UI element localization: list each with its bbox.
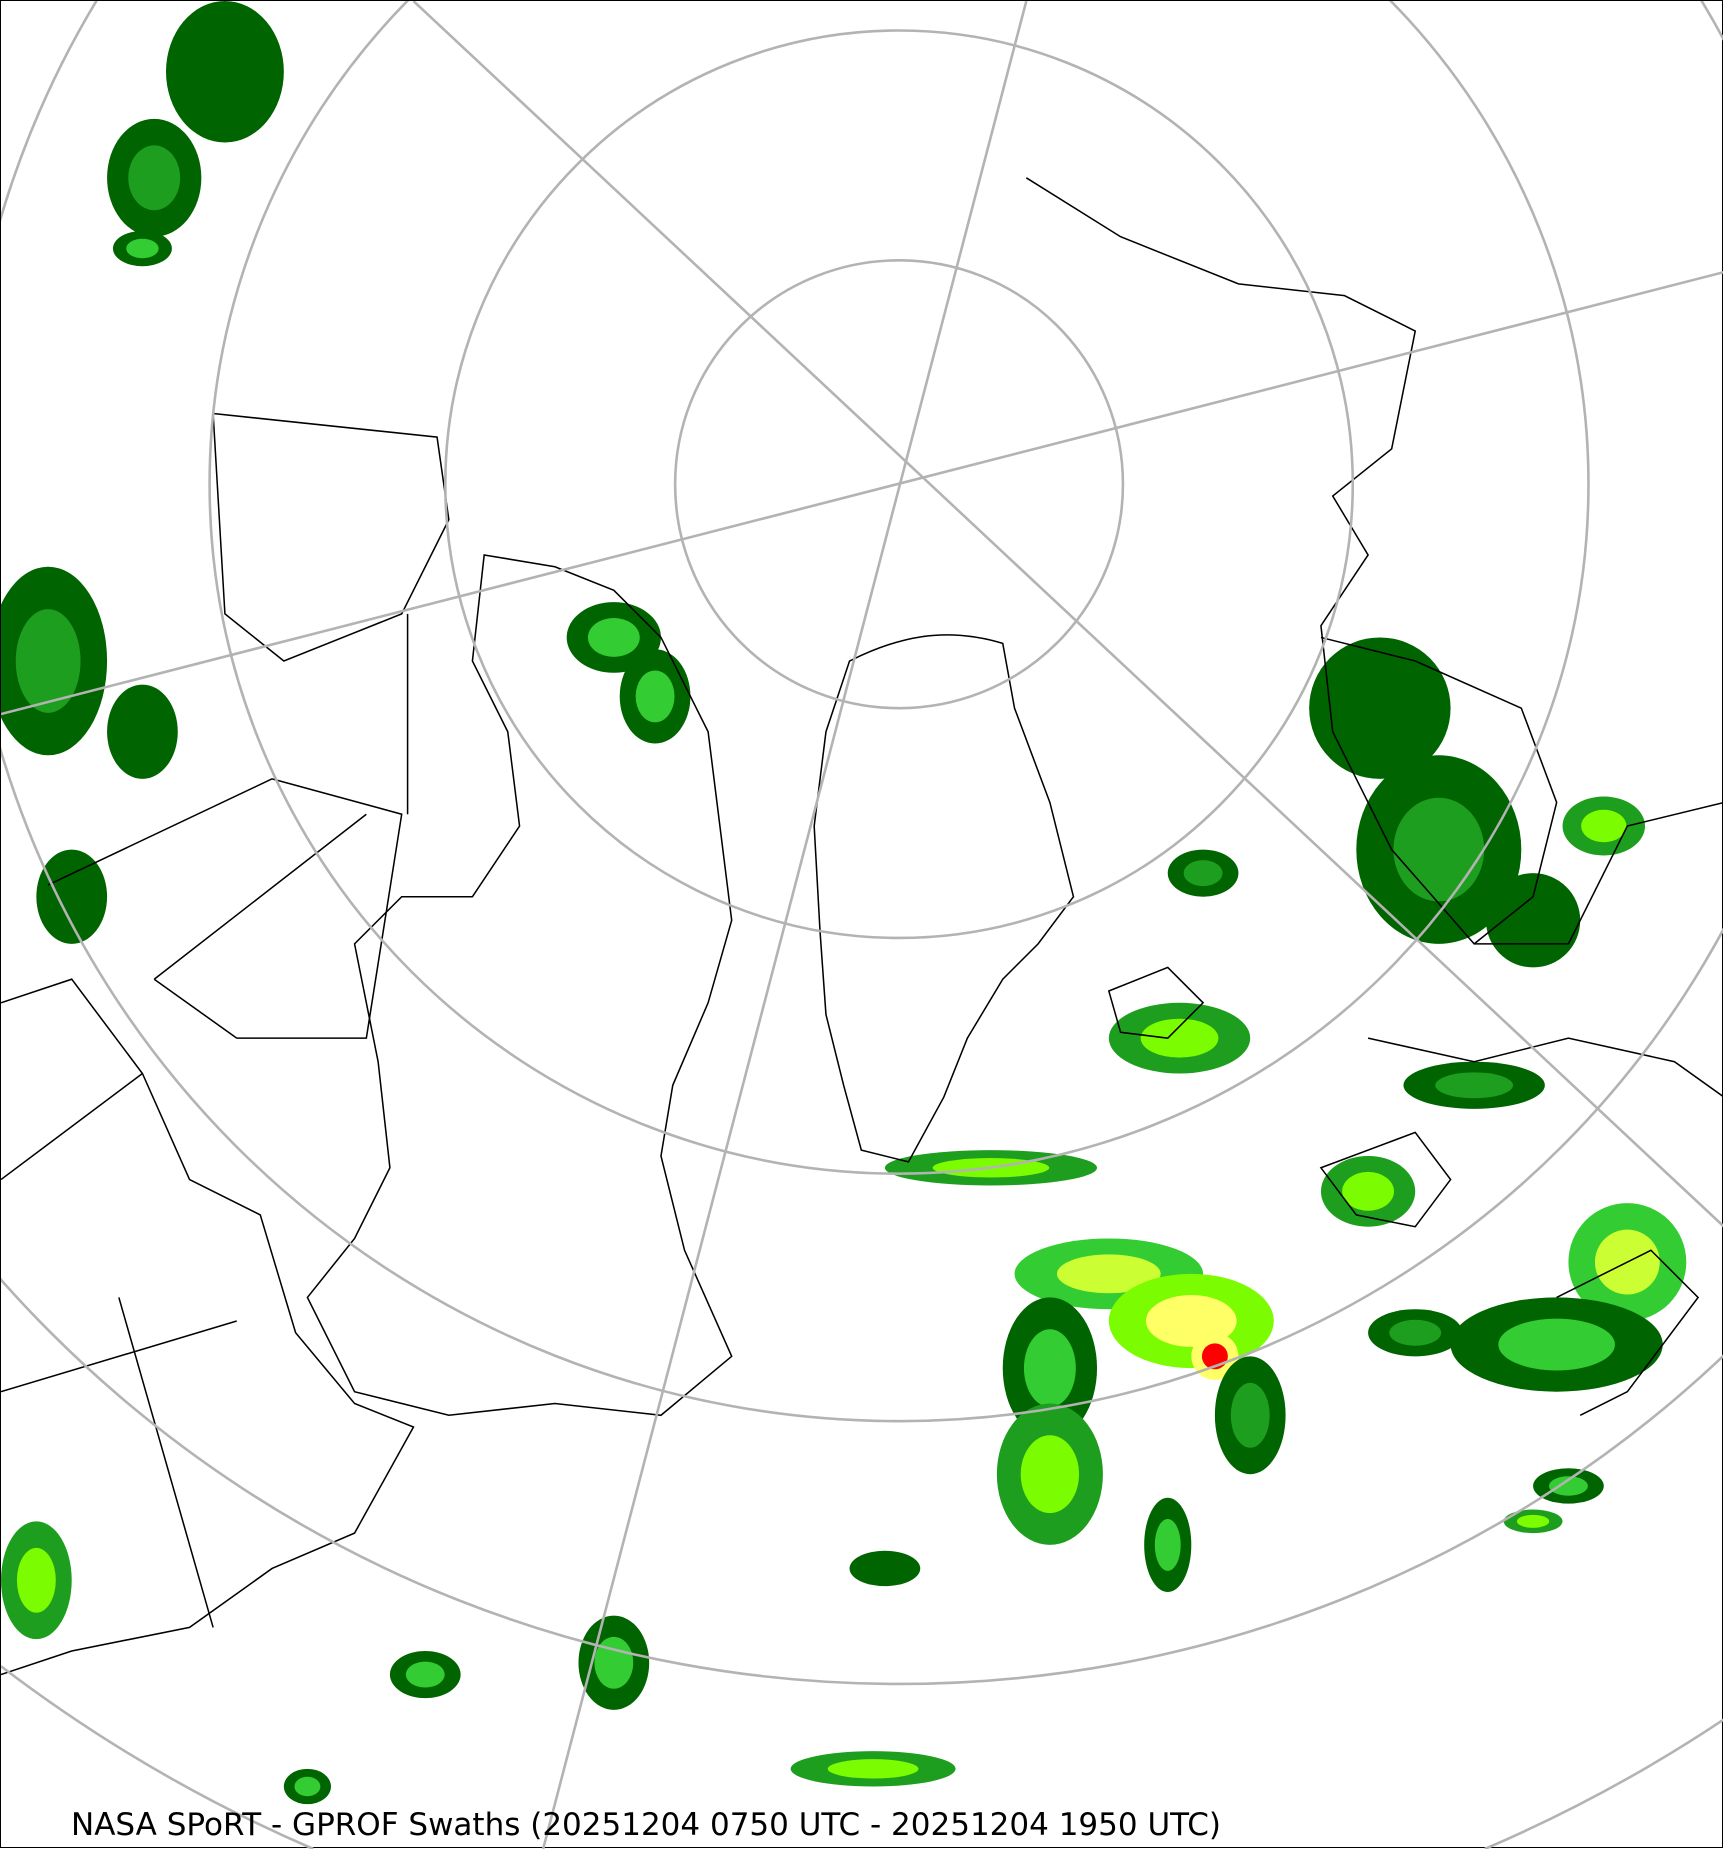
us-borders — [1, 978, 415, 1676]
meridian-line — [541, 1, 1028, 1849]
precip-core — [52, 870, 92, 923]
scandinavia-coastline — [1320, 636, 1558, 945]
precip-core — [1140, 1018, 1219, 1058]
precip-core — [827, 1759, 919, 1779]
precip-core — [1581, 809, 1627, 843]
precip-core — [15, 609, 81, 713]
precip-core — [294, 1776, 321, 1797]
latitude-circle — [444, 29, 1355, 940]
latitude-circle — [1, 1277, 1723, 1685]
precip-core — [405, 1661, 445, 1688]
precip-core — [128, 145, 181, 211]
greenland-coastline — [813, 634, 1075, 1163]
precip-core — [1507, 894, 1560, 947]
precip-core — [126, 238, 159, 259]
precip-core — [1498, 1318, 1615, 1371]
precip-core — [1056, 1254, 1161, 1294]
canada-province-borders — [47, 613, 409, 1039]
map-caption: NASA SPoRT - GPROF Swaths (20251204 0750… — [71, 1807, 1221, 1843]
precip-core — [16, 1547, 56, 1613]
precip-core — [587, 617, 640, 657]
precip-core — [1183, 860, 1223, 887]
canadian-arctic-coastline — [306, 554, 733, 1417]
coastlines-and-borders — [1, 177, 1723, 1676]
precip-core — [1342, 1171, 1395, 1211]
latitude-circle — [1484, 1718, 1723, 1849]
eurasia-coastline — [1025, 177, 1723, 945]
latitude-circle — [673, 259, 1125, 710]
europe-coastline — [1319, 1037, 1723, 1416]
precip-core — [1230, 1382, 1270, 1448]
precip-core — [865, 1558, 905, 1579]
precip-core — [594, 1636, 634, 1689]
precip-core — [122, 705, 162, 758]
precip-core — [192, 32, 258, 111]
iceland-coastline — [1107, 966, 1205, 1039]
precip-core — [1548, 1476, 1588, 1496]
alaska-coastline — [212, 412, 450, 662]
latitude-circle — [1, 1665, 314, 1849]
precip-core — [1023, 1329, 1076, 1408]
latitude-circle — [1, 1, 1723, 1423]
latitude-circle — [208, 1, 1590, 1175]
meridian-line — [1, 271, 1723, 716]
meridian-line — [412, 1, 1723, 1228]
precip-core — [1340, 669, 1419, 748]
precip-core — [1393, 797, 1485, 902]
precip-core — [1389, 1319, 1442, 1346]
precip-core — [1435, 1072, 1514, 1099]
precip-core — [1154, 1518, 1181, 1571]
precip-core — [1516, 1514, 1550, 1528]
precip-core — [635, 670, 675, 723]
precip-core — [1020, 1435, 1080, 1514]
